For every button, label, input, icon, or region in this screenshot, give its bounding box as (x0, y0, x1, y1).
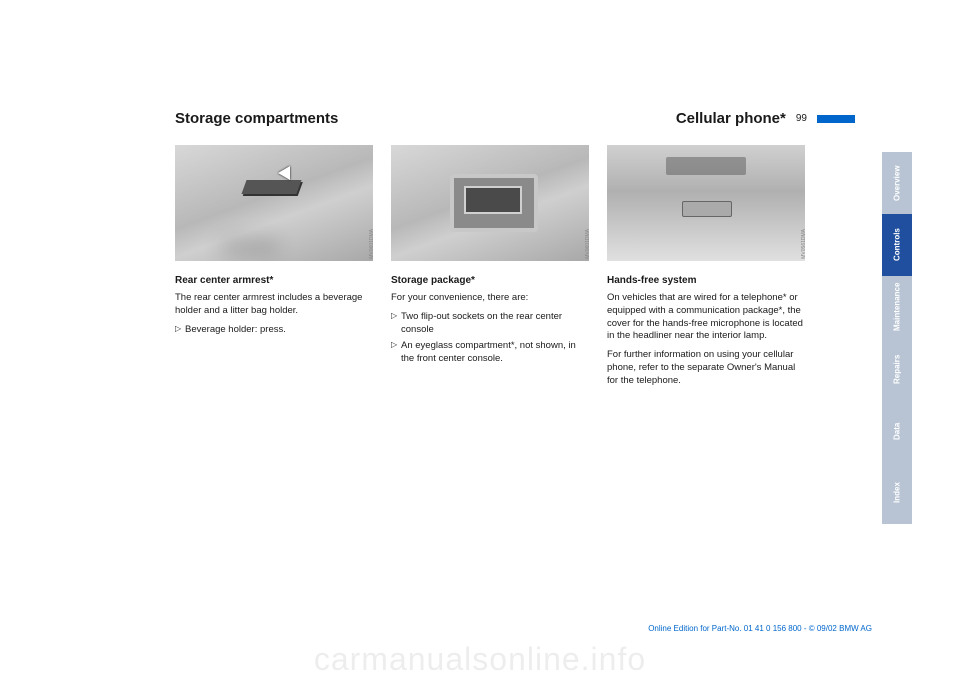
tab-overview[interactable]: Overview (882, 152, 912, 214)
text-hands-free-p1: On vehicles that are wired for a telepho… (607, 292, 805, 343)
figure-credit: MV0601DMA (369, 229, 373, 259)
figure-hands-free: MV0561DMA (607, 145, 805, 261)
section-title-group-right: Cellular phone* 99 (676, 110, 855, 127)
column-rear-armrest: MV0601DMA Rear center armrest* The rear … (175, 145, 373, 394)
watermark: carmanualsonline.info (0, 641, 960, 678)
tab-maintenance[interactable]: Maintenance (882, 276, 912, 338)
tab-repairs[interactable]: Repairs (882, 338, 912, 400)
content-columns: MV0601DMA Rear center armrest* The rear … (175, 145, 855, 394)
heading-storage-package: Storage package* (391, 275, 589, 286)
arrow-icon (278, 166, 290, 180)
tab-data[interactable]: Data (882, 400, 912, 462)
side-tabs: Overview Controls Maintenance Repairs Da… (882, 152, 912, 524)
text-rear-armrest-desc: The rear center armrest includes a bever… (175, 292, 373, 318)
tab-controls[interactable]: Controls (882, 214, 912, 276)
text-hands-free-p2: For further information on using your ce… (607, 349, 805, 387)
text-storage-intro: For your convenience, there are: (391, 292, 589, 305)
heading-rear-armrest: Rear center armrest* (175, 275, 373, 286)
page-header: Storage compartments Cellular phone* 99 (175, 110, 855, 127)
column-hands-free: MV0561DMA Hands-free system On vehicles … (607, 145, 805, 394)
list-item: Beverage holder: press. (175, 324, 373, 337)
page-number: 99 (796, 113, 807, 124)
figure-rear-armrest: MV0601DMA (175, 145, 373, 261)
tab-index[interactable]: Index (882, 462, 912, 524)
footer-edition-info: Online Edition for Part-No. 01 41 0 156 … (648, 624, 872, 633)
figure-storage-package: MV0601DMA (391, 145, 589, 261)
section-title-storage: Storage compartments (175, 110, 338, 127)
list-rear-armrest: Beverage holder: press. (175, 324, 373, 337)
section-title-phone: Cellular phone* (676, 110, 786, 127)
list-item: An eyeglass compartment*, not shown, in … (391, 340, 589, 366)
figure-credit: MV0601DMA (585, 229, 589, 259)
page-accent-bar (817, 115, 855, 123)
owner-manual-page: Storage compartments Cellular phone* 99 … (175, 110, 855, 590)
list-storage-package: Two flip-out sockets on the rear center … (391, 311, 589, 366)
heading-hands-free: Hands-free system (607, 275, 805, 286)
list-item: Two flip-out sockets on the rear center … (391, 311, 589, 337)
column-storage-package: MV0601DMA Storage package* For your conv… (391, 145, 589, 394)
figure-credit: MV0561DMA (801, 229, 805, 259)
